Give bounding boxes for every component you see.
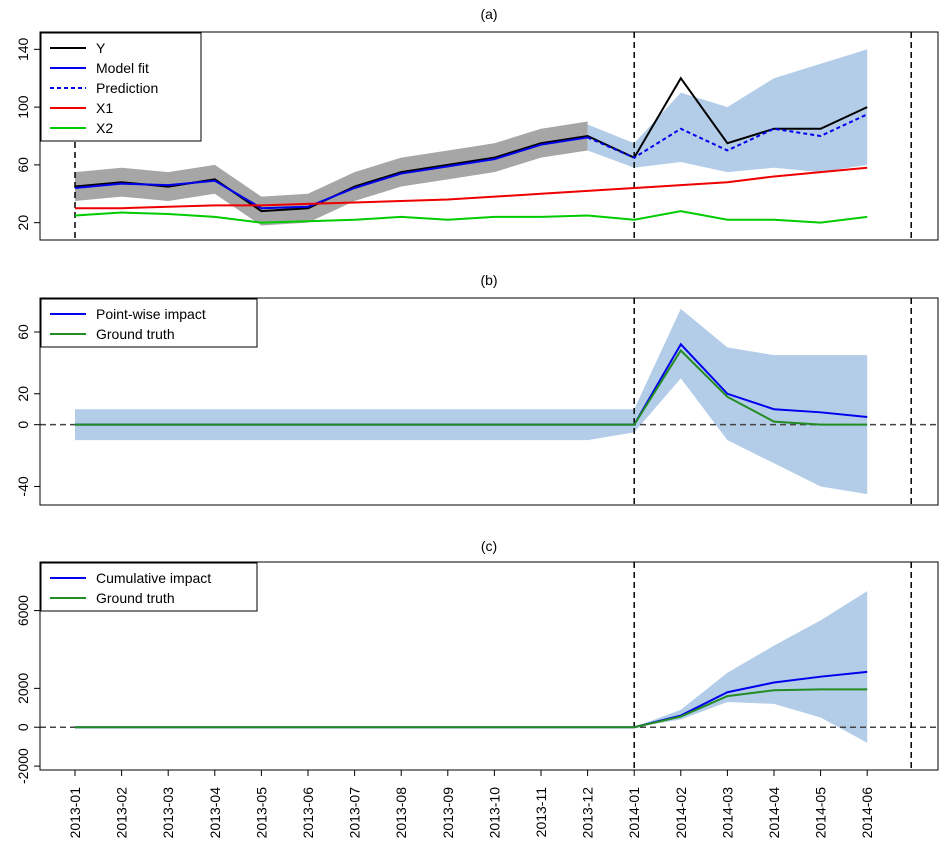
legend-box	[40, 32, 202, 142]
x-tick-label: 2014-04	[766, 787, 782, 839]
x-tick-label: 2013-04	[207, 787, 223, 839]
x-tick-label: 2014-02	[673, 787, 689, 839]
y-tick-label: -40	[15, 476, 31, 496]
x-tick-label: 2013-07	[347, 787, 363, 839]
y-tick-label: 0	[15, 421, 31, 429]
y-tick-label: 6000	[15, 595, 31, 626]
interval-band	[75, 308, 868, 495]
legend-label: Ground truth	[96, 590, 175, 606]
y-tick-label: 0	[15, 723, 31, 731]
legend-label: Ground truth	[96, 326, 175, 342]
interval-band	[587, 49, 868, 173]
panel-title: (c)	[481, 538, 497, 554]
series-line	[75, 166, 868, 210]
y-tick-label: 60	[15, 157, 31, 173]
plot-frame	[39, 31, 939, 241]
x-tick-label: 2013-10	[486, 787, 502, 839]
legend-box	[40, 298, 258, 348]
panel-title: (a)	[480, 6, 497, 22]
interval-band	[75, 591, 868, 743]
plot-frame	[39, 561, 939, 771]
legend-label: Prediction	[96, 80, 158, 96]
panel-title: (b)	[480, 272, 497, 288]
x-tick-label: 2014-06	[859, 787, 875, 839]
x-tick-label: 2013-09	[440, 787, 456, 839]
x-tick-label: 2013-12	[580, 787, 596, 839]
y-tick-label: 20	[15, 215, 31, 231]
plot-frame	[39, 297, 939, 506]
series-line	[75, 348, 868, 426]
legend-label: X2	[96, 120, 113, 136]
y-tick-label: 60	[15, 324, 31, 340]
x-tick-label: 2013-02	[114, 787, 130, 839]
legend-label: Cumulative impact	[96, 570, 211, 586]
y-tick-label: 20	[15, 386, 31, 402]
x-tick-label: 2013-05	[253, 787, 269, 839]
x-tick-label: 2013-03	[160, 787, 176, 839]
y-tick-label: -2000	[15, 748, 31, 784]
x-tick-label: 2014-01	[626, 787, 642, 839]
interval-band	[75, 121, 588, 226]
y-tick-label: 140	[15, 37, 31, 61]
legend-label: X1	[96, 100, 113, 116]
x-tick-label: 2013-01	[67, 787, 83, 839]
x-tick-label: 2013-08	[393, 787, 409, 839]
y-tick-label: 100	[15, 95, 31, 119]
legend-label: Model fit	[96, 60, 149, 76]
y-tick-label: 2000	[15, 673, 31, 704]
series-line	[75, 688, 868, 729]
x-tick-label: 2014-03	[719, 787, 735, 839]
x-tick-label: 2013-06	[300, 787, 316, 839]
series-line	[74, 136, 588, 210]
x-tick-label: 2014-05	[813, 787, 829, 839]
x-tick-label: 2013-11	[533, 787, 549, 838]
series-line	[74, 210, 868, 224]
legend-box	[40, 562, 258, 612]
legend-label: Y	[96, 40, 106, 56]
series-line	[587, 113, 868, 159]
legend-label: Point-wise impact	[96, 306, 206, 322]
